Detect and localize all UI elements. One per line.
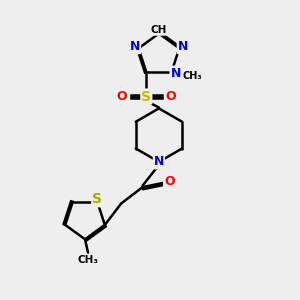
Text: O: O	[165, 90, 176, 103]
Text: O: O	[164, 175, 175, 188]
Text: N: N	[178, 40, 188, 53]
Text: O: O	[117, 90, 127, 103]
Text: S: S	[141, 90, 151, 104]
Text: CH₃: CH₃	[77, 255, 98, 265]
Text: N: N	[130, 40, 140, 53]
Text: CH: CH	[151, 25, 167, 35]
Text: S: S	[92, 192, 102, 206]
Text: N: N	[170, 67, 181, 80]
Text: CH₃: CH₃	[182, 71, 202, 81]
Text: N: N	[154, 155, 164, 168]
